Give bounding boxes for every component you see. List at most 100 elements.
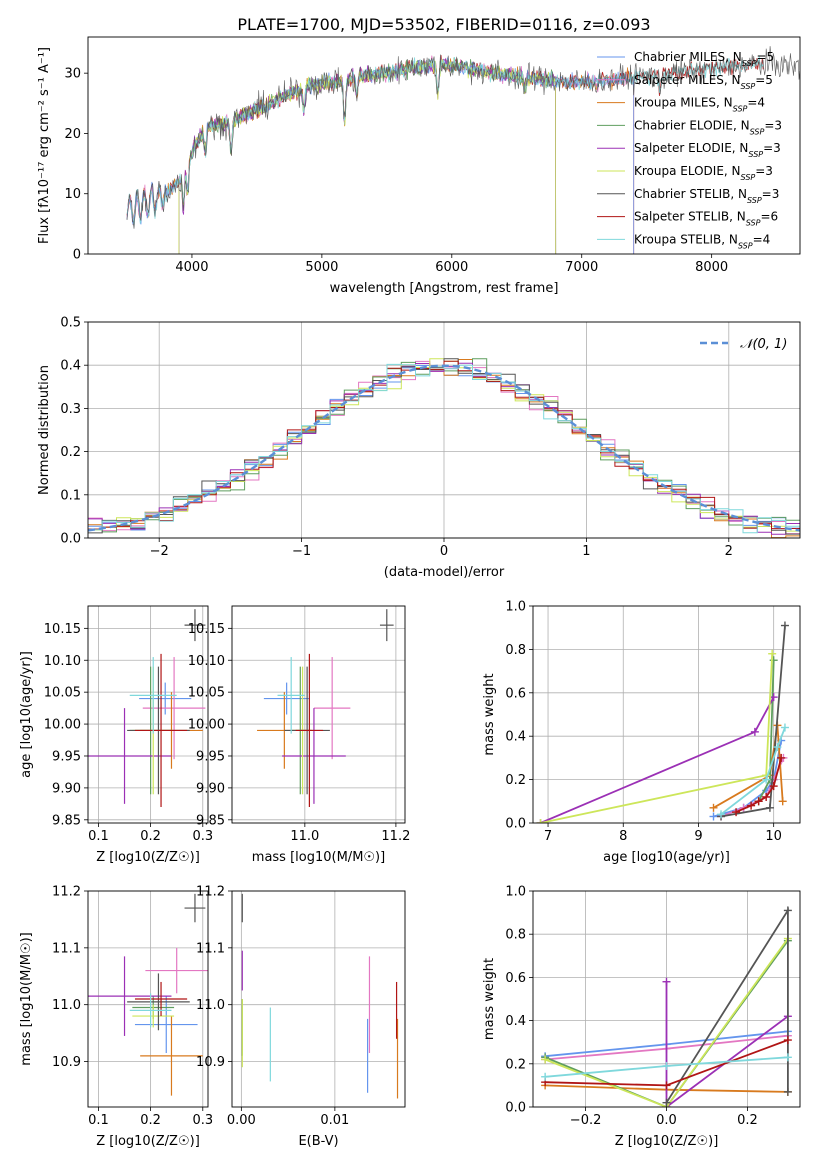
weight-marker: [732, 808, 741, 817]
errorbar-point: [142, 657, 206, 760]
y-tick-label: 0.4: [505, 1014, 526, 1029]
y-tick-label: 10.9: [52, 1055, 81, 1070]
y-tick-label: 0.2: [60, 445, 81, 460]
x-tick-label: 0.2: [140, 829, 161, 844]
y-tick-label: 0.2: [505, 1057, 526, 1072]
weight-marker: [709, 812, 718, 821]
errorbar-point: [295, 653, 324, 808]
plot-area: [241, 893, 399, 1099]
y-tick-label: 9.85: [196, 813, 225, 828]
spectrum-line: [126, 46, 800, 229]
y-tick-label: 0.4: [505, 730, 526, 745]
weight-marker: [541, 1072, 550, 1081]
weight-marker: [783, 1087, 792, 1096]
x-tick-label: 0.1: [88, 1113, 109, 1128]
weight-marker: [662, 977, 671, 986]
y-tick-label: 10.15: [188, 622, 225, 637]
x-tick-label: −2: [150, 544, 169, 559]
x-tick-label: 0: [440, 544, 448, 559]
y-tick-label: 10.10: [44, 654, 81, 669]
x-tick-label: 0.00: [227, 1113, 256, 1128]
x-tick-label: 2: [725, 544, 733, 559]
panel-weight_vs_Z: −0.2 0.0 0.2 0.0 0.2 0.4 0.6 0.8 1.0 Z [log10(Z/Z…: [482, 885, 801, 1149]
weight-marker: [778, 797, 787, 806]
panel-mass_vs_ebv: 0.00 0.01 10.9 11.0 11.1 11.2 E(B-V): [196, 885, 406, 1149]
axes-frame: [87, 890, 209, 1108]
x-tick-label: −0.2: [570, 1113, 602, 1128]
y-axis-label: mass [log10(M/M☉)]: [19, 932, 34, 1065]
legend-entry: Kroupa ELODIE, NSSP=3: [634, 164, 773, 182]
x-axis-label: Z [log10(Z/Z☉)]: [96, 1134, 200, 1149]
reference-cross: [184, 893, 206, 923]
spectrum-line: [126, 57, 635, 254]
plot-area: [88, 358, 800, 538]
y-axis-label: mass weight: [482, 958, 497, 1040]
errorbar-point: [139, 682, 192, 715]
x-tick-label: 0.0: [656, 1113, 677, 1128]
legend-entry: Kroupa MILES, NSSP=4: [634, 96, 765, 114]
weight-marker: [750, 727, 759, 736]
x-tick-label: 11.0: [290, 829, 319, 844]
y-tick-label: 9.95: [52, 749, 81, 764]
y-tick-label: 1.0: [505, 885, 526, 900]
y-tick-label: 11.0: [52, 998, 81, 1013]
errorbar-point: [88, 956, 172, 1036]
y-tick-label: 20: [64, 127, 81, 142]
y-tick-label: 0.2: [505, 773, 526, 788]
axes-frame: [532, 605, 801, 824]
errorbar-point: [277, 657, 305, 734]
weight-marker: [783, 1053, 792, 1062]
y-axis-label: mass weight: [482, 673, 497, 755]
normal-curve: [88, 364, 800, 532]
errorbar-point: [145, 947, 208, 994]
y-tick-label: 0.0: [60, 532, 81, 547]
errorbar-point: [129, 993, 172, 1028]
errorbar-point: [134, 996, 198, 1053]
weight-marker: [769, 782, 778, 791]
y-tick-label: 10: [64, 187, 81, 202]
weight-marker: [662, 1098, 671, 1107]
histogram-step: [88, 363, 800, 534]
x-axis-label: (data-model)/error: [384, 565, 505, 580]
plot-area: [126, 46, 800, 254]
weight-marker: [783, 906, 792, 915]
weight-line: [544, 937, 789, 1107]
axes-frame: [87, 36, 801, 255]
reference-cross: [379, 609, 394, 642]
y-tick-label: 0.6: [505, 686, 526, 701]
plot-area: [257, 609, 394, 808]
errorbar-point: [313, 657, 351, 760]
y-tick-label: 0.3: [60, 402, 81, 417]
y-tick-label: 0.6: [505, 971, 526, 986]
y-tick-label: 9.85: [52, 813, 81, 828]
weight-line: [735, 757, 783, 813]
y-tick-label: 10.9: [196, 1055, 225, 1070]
weight-marker: [662, 1061, 671, 1070]
y-axis-label: age [log10(age/yr)]: [19, 651, 34, 778]
legend-entry: Salpeter MILES, NSSP=5: [634, 73, 773, 91]
plot-area: [541, 906, 792, 1107]
y-tick-label: 9.90: [196, 781, 225, 796]
weight-marker: [765, 803, 774, 812]
weight-line: [713, 725, 784, 809]
y-tick-label: 0: [73, 248, 81, 263]
y-tick-label: 10.00: [188, 718, 225, 733]
spectrum-line: [178, 57, 557, 254]
legend-entry: Chabrier STELIB, NSSP=3: [634, 187, 779, 205]
weight-marker: [709, 803, 718, 812]
errorbar-point: [263, 682, 310, 715]
weight-marker: [762, 775, 771, 784]
spectrum-line: [178, 58, 557, 254]
legend: Chabrier MILES, NSSP=5 Salpeter MILES, NS…: [597, 50, 782, 250]
weight-marker: [777, 753, 786, 762]
panel-spectrum: 4000 5000 6000 7000 8000 0 10 20 30 wavelength [A…: [37, 36, 801, 296]
weight-marker: [541, 1055, 550, 1064]
figure-title: PLATE=1700, MJD=53502, FIBERID=0116, z=0…: [237, 15, 650, 34]
x-axis-label: Z [log10(Z/Z☉)]: [96, 850, 200, 865]
weight-marker: [769, 693, 778, 702]
legend-entry: 𝒩(0, 1): [740, 337, 787, 352]
y-tick-label: 11.1: [52, 941, 81, 956]
panel-mass_vs_Z: 0.1 0.2 0.3 10.9 11.0 11.1 11.2 Z [log10(Z/Z☉)]…: [19, 885, 213, 1150]
y-tick-label: 0.4: [60, 359, 81, 374]
